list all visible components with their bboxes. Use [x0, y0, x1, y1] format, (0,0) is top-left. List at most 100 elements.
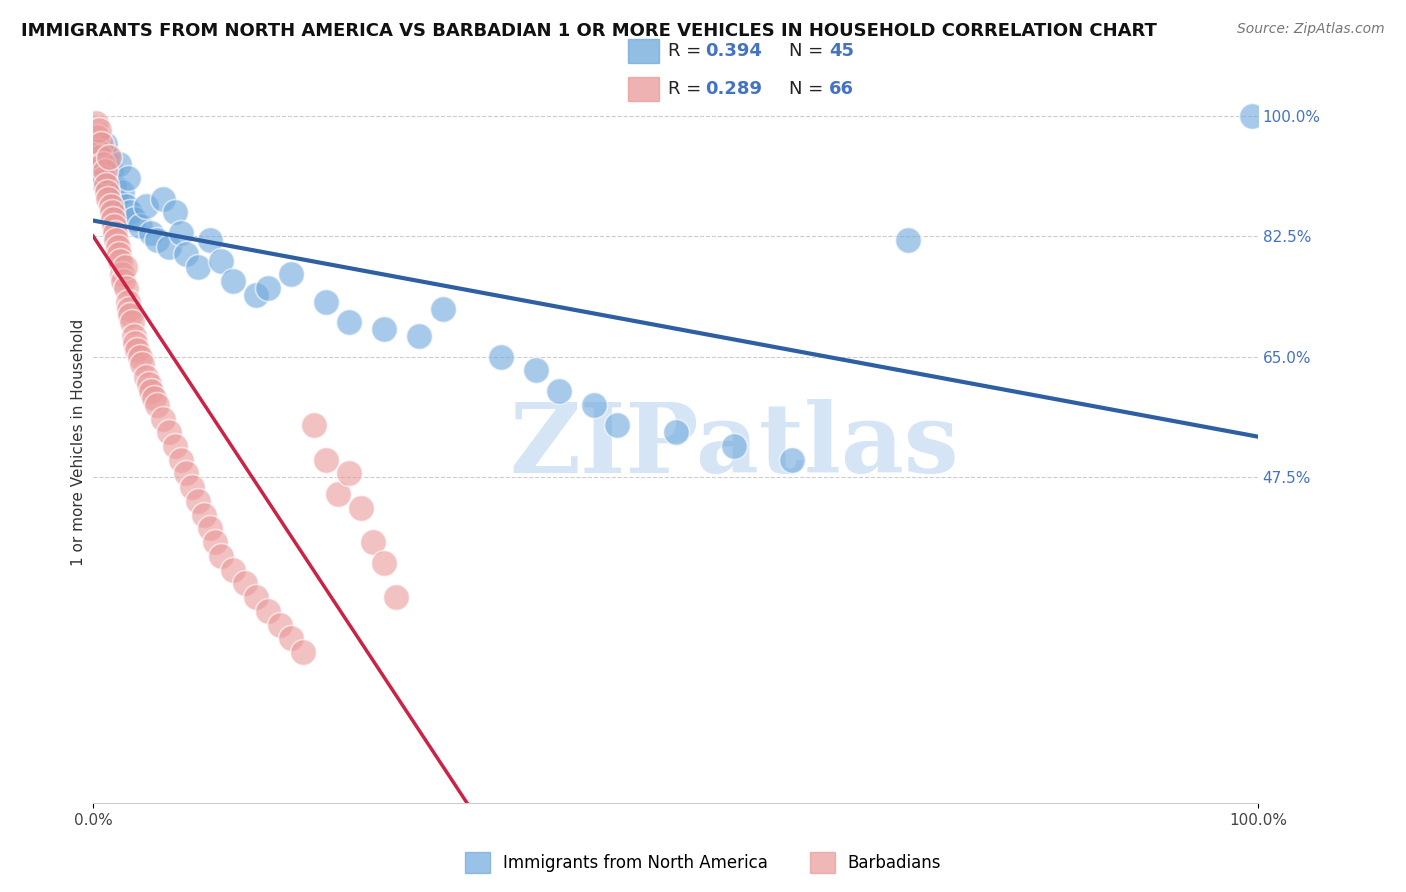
Point — [94, 178, 117, 192]
Point — [104, 226, 127, 240]
Point — [245, 590, 267, 604]
Point — [122, 329, 145, 343]
Point — [105, 192, 128, 206]
Point — [100, 198, 122, 212]
Point — [111, 267, 134, 281]
Point — [1240, 109, 1263, 123]
Point — [107, 157, 129, 171]
Point — [233, 576, 256, 591]
Text: N =: N = — [789, 79, 828, 97]
Point — [135, 198, 157, 212]
Point — [118, 301, 141, 316]
Point — [141, 226, 163, 240]
Point — [222, 274, 245, 288]
Point — [94, 164, 117, 178]
Point — [209, 253, 232, 268]
Point — [169, 452, 191, 467]
Point — [157, 240, 180, 254]
Point — [181, 480, 204, 494]
Point — [198, 233, 221, 247]
Text: ZIPatlas: ZIPatlas — [509, 399, 959, 493]
Point — [350, 500, 373, 515]
Point — [121, 315, 143, 329]
Point — [408, 329, 430, 343]
Point — [163, 205, 186, 219]
Point — [93, 171, 115, 186]
Point — [117, 294, 139, 309]
Point — [291, 645, 314, 659]
Point — [124, 335, 146, 350]
Point — [198, 521, 221, 535]
Point — [91, 144, 114, 158]
Point — [96, 185, 118, 199]
Point — [606, 418, 628, 433]
Text: R =: R = — [668, 79, 707, 97]
Point — [315, 294, 337, 309]
Point — [280, 267, 302, 281]
Point — [87, 144, 110, 158]
Point — [152, 192, 174, 206]
Point — [120, 205, 142, 219]
Point — [87, 123, 110, 137]
Text: 0.394: 0.394 — [706, 42, 762, 60]
Text: R =: R = — [668, 42, 707, 60]
Point — [100, 164, 122, 178]
Point — [138, 377, 160, 392]
Point — [245, 288, 267, 302]
Point — [780, 452, 803, 467]
Point — [112, 274, 135, 288]
Point — [339, 467, 361, 481]
Point — [86, 171, 108, 186]
Point — [89, 151, 111, 165]
Point — [105, 233, 128, 247]
Text: 45: 45 — [830, 42, 853, 60]
Point — [257, 604, 280, 618]
Point — [107, 246, 129, 260]
Point — [723, 439, 745, 453]
Point — [128, 350, 150, 364]
Point — [373, 322, 395, 336]
Point — [361, 535, 384, 549]
Point — [94, 136, 117, 151]
Legend: Immigrants from North America, Barbadians: Immigrants from North America, Barbadian… — [458, 846, 948, 880]
Point — [97, 192, 120, 206]
Point — [108, 253, 131, 268]
Point — [87, 157, 110, 171]
Point — [315, 452, 337, 467]
Text: 0.289: 0.289 — [706, 79, 762, 97]
Point — [131, 357, 153, 371]
Point — [432, 301, 454, 316]
Point — [91, 157, 114, 171]
Point — [664, 425, 686, 440]
Point — [373, 556, 395, 570]
Text: IMMIGRANTS FROM NORTH AMERICA VS BARBADIAN 1 OR MORE VEHICLES IN HOUSEHOLD CORRE: IMMIGRANTS FROM NORTH AMERICA VS BARBADI… — [21, 22, 1157, 40]
Text: Source: ZipAtlas.com: Source: ZipAtlas.com — [1237, 22, 1385, 37]
Point — [187, 260, 209, 275]
Point — [257, 281, 280, 295]
Point — [176, 246, 198, 260]
Point — [117, 171, 139, 186]
Bar — [628, 38, 659, 62]
Point — [157, 425, 180, 440]
Point — [193, 508, 215, 522]
Point — [548, 384, 571, 398]
Y-axis label: 1 or more Vehicles in Household: 1 or more Vehicles in Household — [72, 319, 86, 566]
Text: N =: N = — [789, 42, 828, 60]
Point — [135, 370, 157, 384]
Point — [222, 563, 245, 577]
Point — [146, 233, 169, 247]
Point — [120, 309, 142, 323]
Point — [326, 487, 349, 501]
Point — [304, 418, 326, 433]
Bar — [628, 77, 659, 101]
Point — [86, 129, 108, 144]
Point — [152, 411, 174, 425]
Point — [127, 343, 149, 357]
Point — [101, 212, 124, 227]
Point — [114, 260, 136, 275]
Point — [524, 363, 547, 377]
Point — [114, 198, 136, 212]
Point — [114, 281, 136, 295]
Point — [96, 151, 118, 165]
Point — [163, 439, 186, 453]
